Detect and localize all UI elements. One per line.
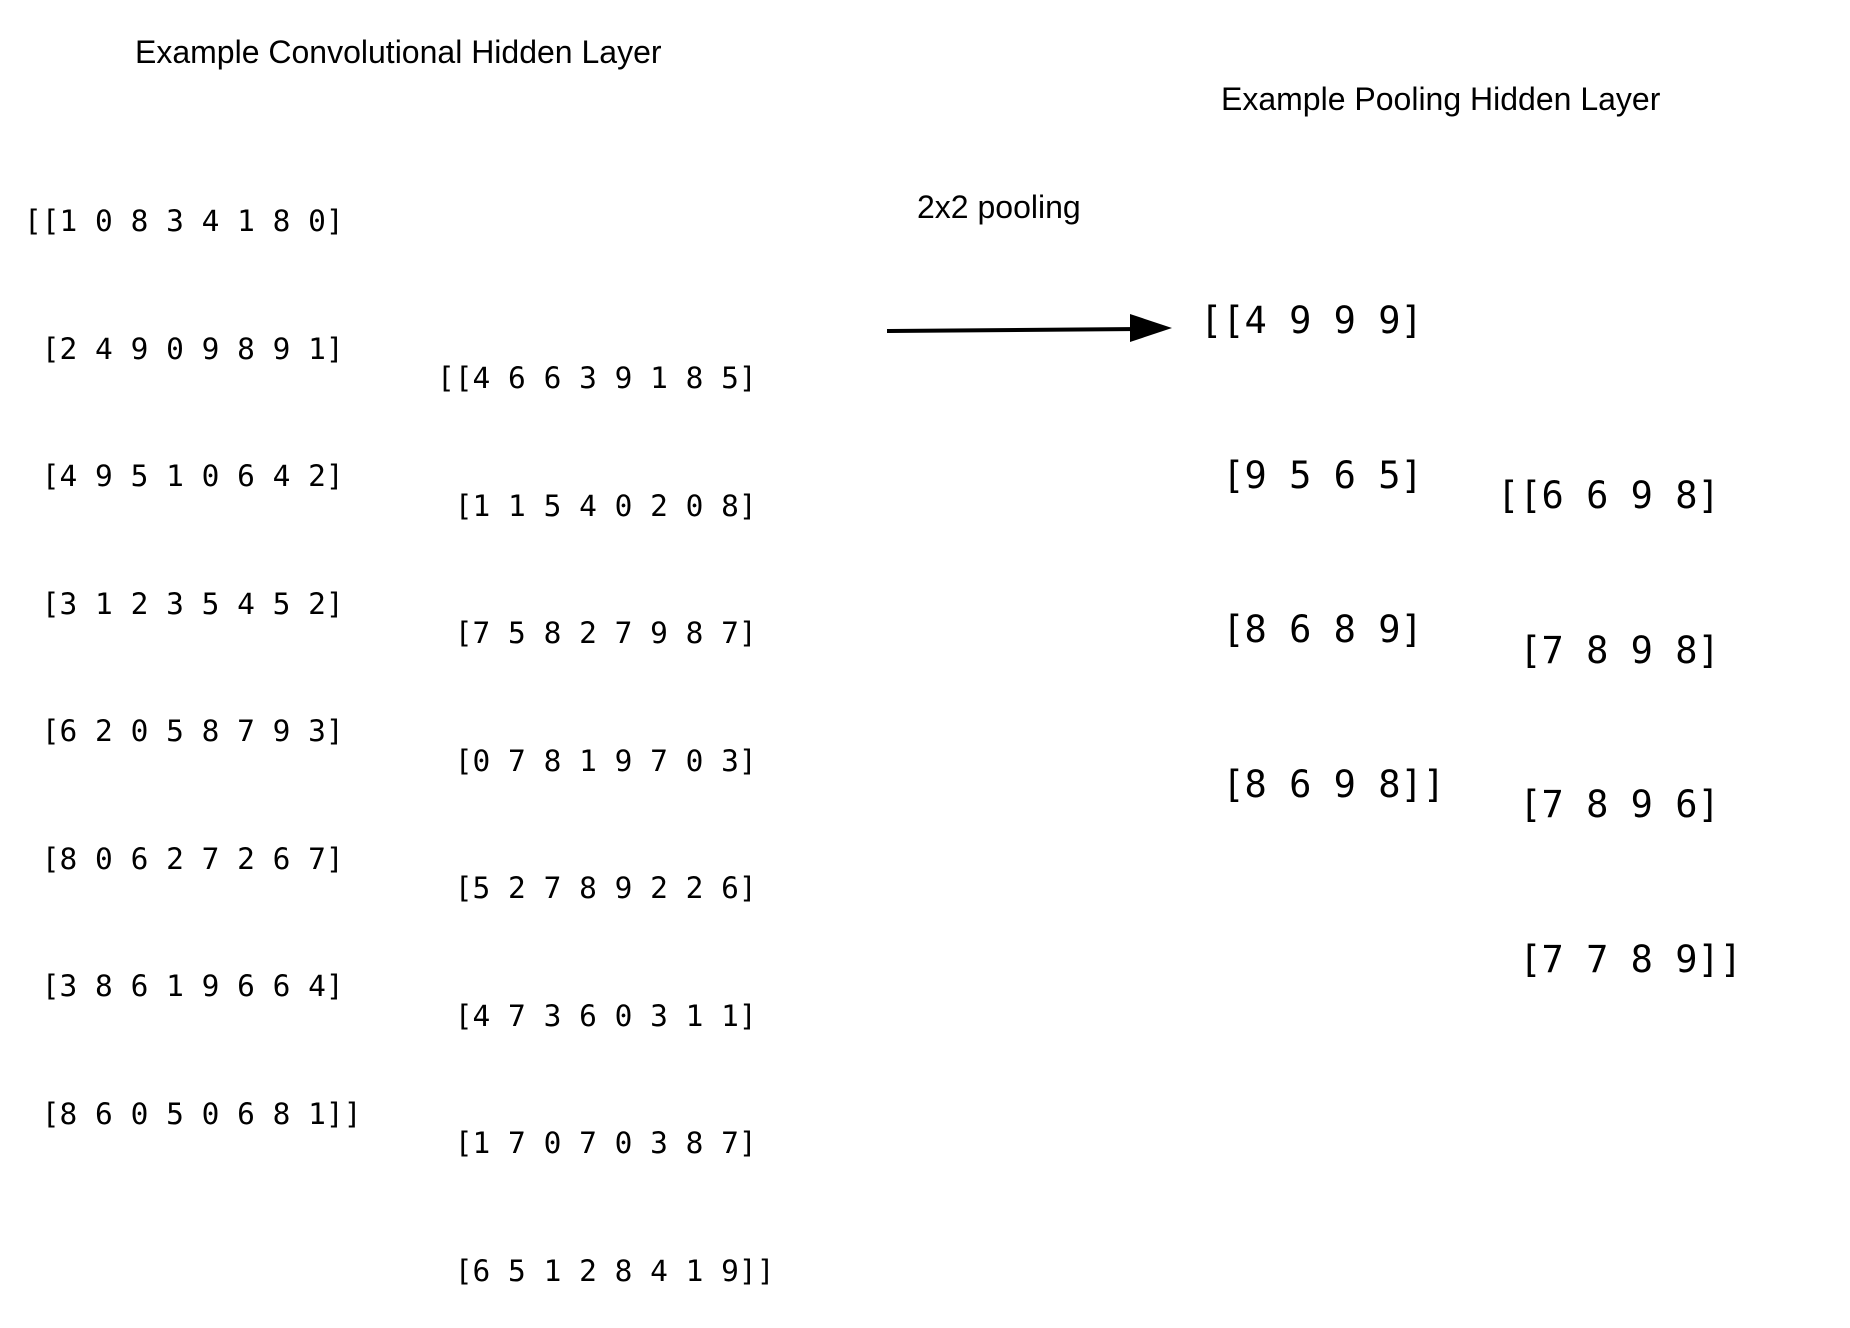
pooling-operation-label: 2x2 pooling [917, 189, 1081, 225]
pooling-matrix-1: [[4 9 9 9] [9 5 6 5] [8 6 8 9] [8 6 9 8]… [1200, 192, 1445, 862]
matrix-row: [3 8 6 1 9 6 6 4] [24, 969, 344, 1003]
matrix-row: [4 9 5 1 0 6 4 2] [24, 459, 344, 493]
convolutional-matrix-2: [[4 6 6 3 9 1 8 5] [1 1 5 4 0 2 0 8] [7 … [437, 272, 774, 1328]
matrix-row: [6 2 0 5 8 7 9 3] [24, 714, 344, 748]
matrix-row: [7 8 9 6] [1497, 783, 1720, 826]
matrix-row: [9 5 6 5] [1200, 453, 1423, 497]
matrix-row: [4 7 3 6 0 3 1 1] [437, 998, 757, 1033]
matrix-row: [[1 0 8 3 4 1 8 0] [24, 204, 344, 238]
matrix-row: [1 7 0 7 0 3 8 7] [437, 1126, 757, 1160]
pooling-matrix-2: [[6 6 9 8] [7 8 9 8] [7 8 9 6] [7 7 8 9]… [1497, 367, 1742, 1037]
matrix-row: [8 0 6 2 7 2 6 7] [24, 841, 344, 876]
matrix-row: [[4 9 9 9] [1200, 299, 1423, 342]
matrix-row: [2 4 9 0 9 8 9 1] [24, 331, 344, 366]
matrix-row: [1 1 5 4 0 2 0 8] [437, 488, 757, 523]
right-arrow-icon [886, 314, 1172, 342]
convolutional-layer-title: Example Convolutional Hidden Layer [135, 34, 662, 70]
matrix-row: [8 6 0 5 0 6 8 1]] [24, 1096, 362, 1131]
matrix-row: [[4 6 6 3 9 1 8 5] [437, 361, 757, 395]
matrix-row: [[6 6 9 8] [1497, 474, 1720, 517]
matrix-row: [3 1 2 3 5 4 5 2] [24, 586, 344, 621]
convolutional-matrix-1: [[1 0 8 3 4 1 8 0] [2 4 9 0 9 8 9 1] [4 … [24, 115, 361, 1178]
matrix-row: [7 7 8 9]] [1497, 937, 1743, 981]
matrix-row: [7 8 9 8] [1497, 628, 1720, 672]
matrix-row: [8 6 8 9] [1200, 608, 1423, 651]
matrix-row: [0 7 8 1 9 7 0 3] [437, 743, 757, 778]
matrix-row: [8 6 9 8]] [1200, 762, 1446, 806]
pooling-layer-title: Example Pooling Hidden Layer [1221, 81, 1661, 117]
matrix-row: [6 5 1 2 8 4 1 9]] [437, 1253, 775, 1288]
matrix-row: [7 5 8 2 7 9 8 7] [437, 616, 757, 650]
matrix-row: [5 2 7 8 9 2 2 6] [437, 871, 757, 905]
